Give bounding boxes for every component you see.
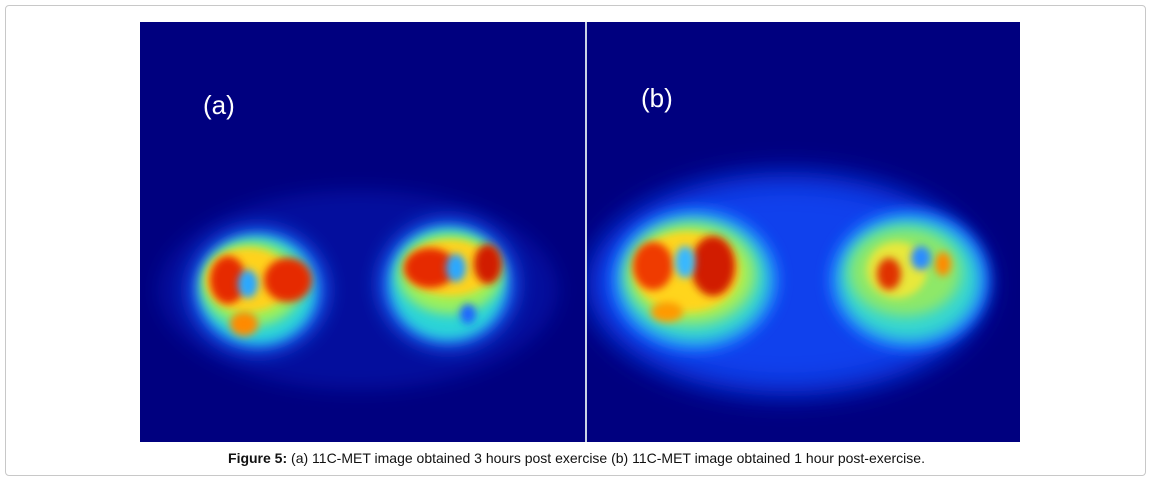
panel-divider: [585, 22, 587, 442]
pet-scan-a: [158, 190, 558, 390]
caption-prefix: Figure 5:: [228, 450, 288, 466]
left-thigh-b: [611, 208, 779, 352]
pet-image-panel-a: (a): [140, 22, 585, 442]
left-thigh-a: [190, 228, 326, 352]
panel-b-label: (b): [641, 83, 673, 113]
right-thigh-b: [829, 210, 989, 350]
caption-text: (a) 11C-MET image obtained 3 hours post …: [287, 450, 925, 466]
panel-a-label: (a): [203, 90, 235, 120]
pet-image-panel-b: (b): [587, 22, 1020, 442]
figure-caption: Figure 5: (a) 11C-MET image obtained 3 h…: [0, 450, 1153, 466]
pet-scan-b: [587, 172, 989, 396]
right-thigh-a: [380, 220, 516, 348]
